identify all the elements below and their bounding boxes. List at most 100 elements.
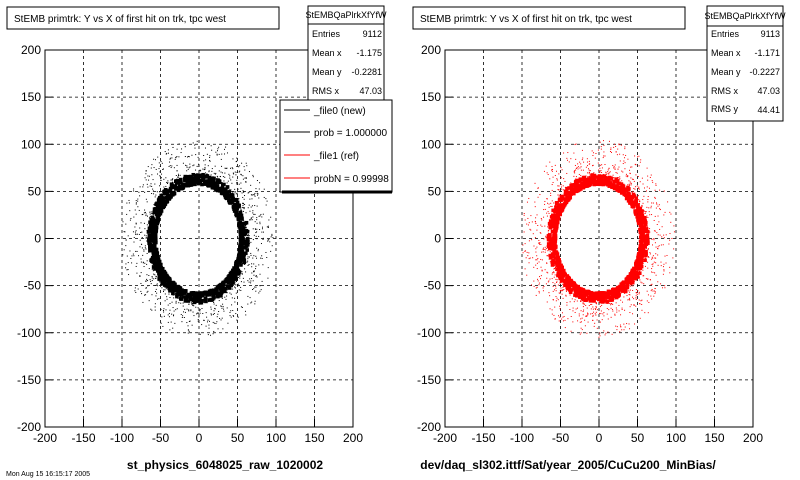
scatter-point xyxy=(210,181,215,185)
scatter-point xyxy=(227,287,229,289)
scatter-point xyxy=(592,315,594,317)
scatter-point xyxy=(523,231,525,233)
scatter-point xyxy=(199,312,201,314)
scatter-point xyxy=(562,203,567,207)
scatter-point xyxy=(652,255,654,257)
scatter-point xyxy=(643,187,645,189)
scatter-point xyxy=(170,282,175,286)
scatter-point xyxy=(601,171,603,173)
scatter-point xyxy=(560,287,562,289)
scatter-point xyxy=(629,294,631,296)
scatter-point xyxy=(563,284,565,286)
scatter-point xyxy=(240,234,244,239)
scatter-point xyxy=(156,218,160,222)
scatter-point xyxy=(226,182,228,184)
scatter-point xyxy=(201,302,203,304)
scatter-point xyxy=(126,213,128,215)
scatter-point xyxy=(605,177,607,179)
scatter-point xyxy=(599,312,601,314)
scatter-point xyxy=(628,290,630,292)
scatter-point xyxy=(244,169,246,171)
scatter-point xyxy=(263,188,265,190)
scatter-point xyxy=(599,321,601,323)
scatter-point xyxy=(540,258,542,260)
scatter-point xyxy=(261,228,263,230)
scatter-point xyxy=(594,322,596,324)
scatter-point xyxy=(626,176,628,178)
scatter-point xyxy=(136,250,138,252)
scatter-point xyxy=(149,235,151,237)
scatter-point xyxy=(610,316,612,318)
scatter-point xyxy=(544,251,546,253)
scatter-point xyxy=(613,167,615,169)
scatter-point xyxy=(643,234,647,239)
scatter-point xyxy=(223,310,225,312)
scatter-point xyxy=(151,261,153,263)
scatter-point xyxy=(243,166,245,168)
scatter-point xyxy=(233,279,235,281)
scatter-point xyxy=(626,195,631,200)
scatter-point xyxy=(640,232,644,237)
scatter-point xyxy=(126,202,128,204)
scatter-point xyxy=(255,255,257,257)
scatter-point xyxy=(133,216,135,218)
scatter-point xyxy=(188,330,190,332)
scatter-point xyxy=(235,280,237,282)
scatter-point xyxy=(629,200,633,204)
scatter-point xyxy=(649,176,651,178)
scatter-point xyxy=(549,226,551,228)
scatter-point xyxy=(188,155,190,157)
scatter-point xyxy=(149,236,151,238)
scatter-point xyxy=(660,265,662,267)
scatter-point xyxy=(262,237,264,239)
scatter-point xyxy=(195,292,200,296)
scatter-point xyxy=(579,187,583,191)
scatter-point xyxy=(244,221,246,223)
scatter-point xyxy=(221,153,223,155)
scatter-point xyxy=(135,265,137,267)
scatter-point xyxy=(172,294,174,296)
y-tick-label: 200 xyxy=(21,43,41,57)
scatter-point xyxy=(177,173,179,175)
scatter-point xyxy=(189,163,191,165)
y-tick-label: 100 xyxy=(421,137,441,151)
scatter-point xyxy=(559,282,561,284)
scatter-point xyxy=(664,255,666,257)
scatter-point xyxy=(552,250,557,254)
scatter-point xyxy=(535,251,537,253)
scatter-point xyxy=(240,289,242,291)
scatter-point xyxy=(240,173,242,175)
scatter-point xyxy=(244,223,246,225)
scatter-point xyxy=(218,311,220,313)
scatter-point xyxy=(557,199,559,201)
scatter-point xyxy=(155,207,157,209)
scatter-point xyxy=(646,215,648,217)
scatter-point xyxy=(599,174,603,179)
scatter-point xyxy=(634,155,636,157)
scatter-point xyxy=(255,286,257,288)
scatter-point xyxy=(236,275,238,277)
scatter-point xyxy=(637,219,641,224)
scatter-point xyxy=(161,197,163,199)
left-x-axis-label: st_physics_6048025_raw_1020002 xyxy=(127,458,323,472)
scatter-point xyxy=(542,290,544,292)
scatter-point xyxy=(173,310,175,312)
scatter-point xyxy=(643,195,645,197)
scatter-point xyxy=(171,313,173,315)
scatter-point xyxy=(247,258,249,260)
scatter-point xyxy=(647,249,649,251)
scatter-point xyxy=(250,194,252,196)
scatter-point xyxy=(650,174,652,176)
scatter-point xyxy=(646,186,648,188)
scatter-point xyxy=(153,209,155,211)
scatter-point xyxy=(237,204,241,209)
scatter-point xyxy=(587,165,589,167)
scatter-point xyxy=(626,295,628,297)
scatter-point xyxy=(558,185,560,187)
scatter-point xyxy=(597,297,601,302)
scatter-point xyxy=(129,219,131,221)
scatter-point xyxy=(153,204,155,206)
scatter-point xyxy=(152,257,156,262)
scatter-point xyxy=(150,245,155,250)
scatter-point xyxy=(576,293,578,295)
